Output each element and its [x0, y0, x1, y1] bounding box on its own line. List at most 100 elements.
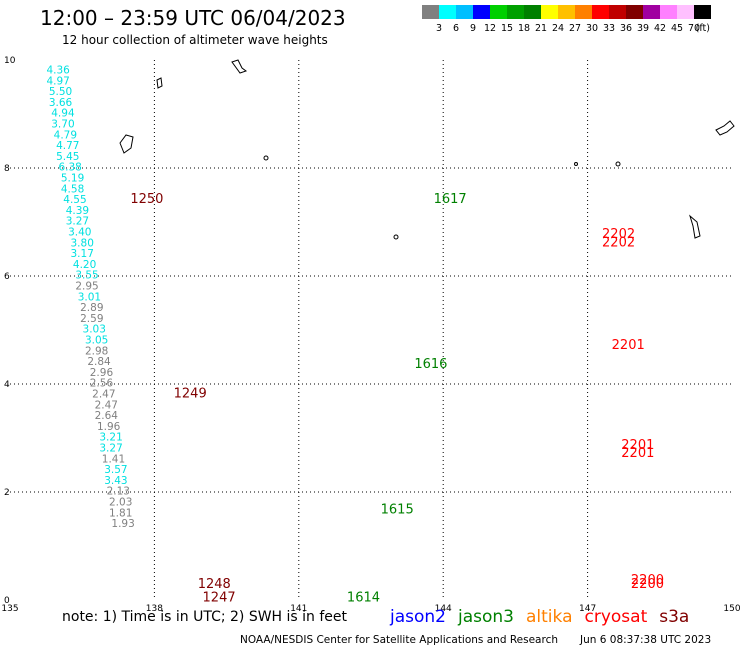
pass-number-label: 1247	[203, 591, 236, 606]
swh-value: 3.66	[49, 97, 73, 109]
colorbar-swatch	[677, 5, 694, 19]
coastline-shape	[119, 134, 134, 154]
swh-value: 2.98	[85, 345, 108, 357]
swh-value: 2.47	[92, 389, 115, 401]
colorbar-swatch	[524, 5, 541, 19]
swh-value: 2.13	[107, 486, 130, 498]
swh-value: 2.96	[90, 367, 114, 379]
pass-number-label: 2202	[602, 235, 635, 250]
colorbar-swatch	[507, 5, 524, 19]
satellite-cryosat: cryosat	[584, 607, 648, 627]
y-tick-label: 6	[4, 272, 10, 282]
y-tick-label: 2	[4, 488, 10, 498]
colorbar-swatch	[626, 5, 643, 19]
swh-value: 1.96	[97, 421, 121, 433]
pass-number-label: 1248	[198, 577, 231, 592]
pass-number-label: 2201	[612, 338, 645, 353]
swh-value: 6.38	[58, 162, 81, 174]
island-marker	[574, 162, 578, 166]
y-tick-label: 0	[4, 596, 10, 606]
swh-value: 2.89	[80, 302, 103, 314]
colorbar-swatch	[422, 5, 439, 19]
x-tick-label: 138	[146, 604, 163, 614]
colorbar-swatch	[541, 5, 558, 19]
colorbar-tick-label: 9	[470, 23, 476, 34]
coastline-shape	[689, 214, 701, 239]
coastline-shape	[715, 120, 735, 136]
colorbar-tick-label: 45	[671, 23, 683, 34]
coastline-shape	[231, 59, 248, 74]
colorbar-swatch	[473, 5, 490, 19]
colorbar-tick-label: 30	[586, 23, 598, 34]
swh-value: 2.84	[87, 356, 111, 368]
x-tick-label: 144	[435, 604, 452, 614]
x-tick-label: 147	[579, 604, 596, 614]
colorbar-tick-label: 36	[620, 23, 632, 34]
colorbar-tick-label: 70	[688, 23, 700, 34]
colorbar-tick-label: 15	[501, 23, 513, 34]
timestamp: Jun 6 08:37:38 UTC 2023	[580, 634, 712, 646]
swh-value: 3.27	[99, 443, 122, 455]
y-tick-label: 8	[4, 164, 10, 174]
chart-title: 12:00 – 23:59 UTC 06/04/2023	[40, 6, 346, 30]
coastline-shape	[156, 77, 163, 89]
swh-value: 2.47	[95, 399, 118, 411]
swh-value: 5.50	[49, 86, 72, 98]
swh-value: 1.93	[111, 518, 134, 530]
colorbar-swatch	[694, 5, 711, 19]
satellite-altika: altika	[526, 607, 573, 627]
island-marker	[263, 155, 269, 161]
island-marker	[615, 161, 621, 167]
colorbar-swatch	[456, 5, 473, 19]
swh-value: 2.59	[80, 313, 103, 325]
pass-number-label: 1614	[347, 591, 380, 606]
pass-number-label: 2201	[621, 446, 654, 461]
swh-value: 3.21	[99, 432, 122, 444]
land-outlines	[119, 59, 735, 240]
credit-text: NOAA/NESDIS Center for Satellite Applica…	[240, 634, 558, 646]
pass-number-label: 1615	[381, 503, 414, 518]
x-tick-label: 135	[1, 604, 18, 614]
swh-value: 1.41	[102, 453, 125, 465]
pass-number-label: 2201	[621, 438, 654, 453]
swh-value: 4.77	[56, 140, 79, 152]
pass-number-label: 2200	[631, 577, 664, 592]
colorbar-tick-label: 33	[603, 23, 615, 34]
pass-number-label: 1617	[434, 192, 467, 207]
swh-value: 3.05	[85, 335, 108, 347]
colorbar-tick-label: 27	[569, 23, 581, 34]
swh-value: 4.58	[61, 183, 84, 195]
colorbar-swatch	[643, 5, 660, 19]
swh-value: 1.81	[109, 507, 132, 519]
colorbar-tick-label: 21	[535, 23, 547, 34]
colorbar-swatch	[575, 5, 592, 19]
swh-value: 5.19	[61, 173, 84, 185]
colorbar-tick-label: 12	[484, 23, 496, 34]
swh-value: 2.64	[95, 410, 119, 422]
satellite-jason2: jason2	[390, 607, 446, 627]
colorbar-swatch	[609, 5, 626, 19]
colorbar-unit: (ft)	[696, 23, 710, 34]
island-marker	[393, 234, 399, 240]
swh-value: 3.43	[104, 475, 127, 487]
swh-values: 4.364.975.503.664.943.704.794.775.456.38…	[46, 65, 134, 531]
satellite-s3a: s3a	[659, 607, 690, 627]
swh-value: 2.03	[109, 497, 132, 509]
color-scale-legend: 3 6 9 12 15 18 21 24 27 30 33 36 39 42 45 70(ft)	[422, 5, 711, 34]
swh-value: 3.57	[104, 464, 127, 476]
swh-value: 4.55	[63, 194, 86, 206]
colorbar-swatch	[490, 5, 507, 19]
swh-value: 4.20	[73, 259, 96, 271]
swh-value: 3.80	[71, 237, 94, 249]
swh-value: 4.97	[46, 75, 69, 87]
swh-value: 3.40	[68, 227, 91, 239]
colorbar-tick-label: 42	[654, 23, 666, 34]
y-tick-label: 4	[4, 380, 10, 390]
swh-value: 4.79	[54, 129, 77, 141]
colorbar-tick-label: 24	[552, 23, 564, 34]
swh-value: 2.56	[90, 378, 114, 390]
units-note: note: 1) Time is in UTC; 2) SWH is in fe…	[62, 609, 348, 625]
swh-value: 2.95	[75, 281, 98, 293]
colorbar-tick-label: 6	[453, 23, 459, 34]
